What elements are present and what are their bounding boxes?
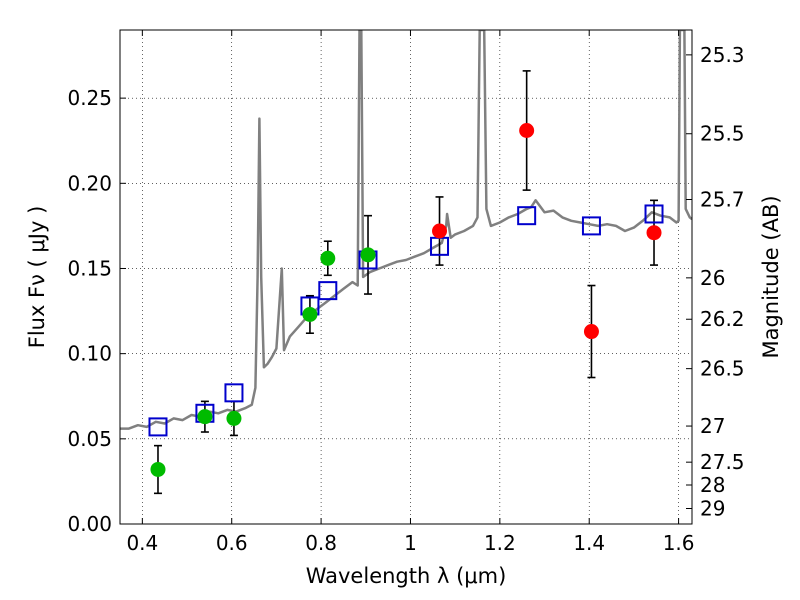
observed-optical-point (320, 250, 336, 266)
data-markers (148, 123, 664, 477)
y-axis-label: Flux Fν ( μJy ) (25, 206, 49, 349)
observed-optical-point (302, 306, 318, 322)
y2-axis-label: Magnitude (AB) (759, 195, 783, 358)
model-square-point (224, 383, 244, 403)
x-tick-label: 1.6 (663, 531, 695, 555)
x-tick-label: 1.2 (484, 531, 516, 555)
plot-frame (119, 29, 693, 525)
observed-optical-point (226, 410, 242, 426)
axis-labels: 0.4 0.6 0.8 1 1.2 1.4 1.6 0.00 0.05 0.10 0.15 0.20 0… (25, 43, 783, 588)
x-tick-label: 1 (404, 531, 417, 555)
x-axis-label: Wavelength λ (μm) (306, 564, 507, 588)
spectrum-line (120, 30, 692, 430)
mag-tick-label: 28 (700, 473, 725, 497)
model-spectrum (120, 30, 692, 430)
mag-tick-label: 25.7 (700, 187, 745, 211)
x-tick-label: 1.4 (573, 531, 605, 555)
observed-optical-point (360, 247, 376, 263)
mag-tick-label: 25.5 (700, 122, 745, 146)
y-tick-label: 0.10 (67, 342, 112, 366)
mag-tick-label: 26 (700, 266, 725, 290)
y-tick-label: 0.00 (67, 512, 112, 536)
model-square-point (318, 281, 338, 301)
observed-optical-point (197, 409, 213, 425)
y-tick-label: 0.05 (67, 427, 112, 451)
observed-nir-point (583, 324, 599, 340)
mag-tick-label: 26.2 (700, 307, 745, 331)
mag-tick-label: 25.3 (700, 43, 745, 67)
y-tick-label: 0.25 (67, 86, 112, 110)
y-tick-label: 0.20 (67, 171, 112, 195)
model-square-point (148, 417, 168, 437)
error-bars (153, 70, 659, 495)
observed-nir-point (432, 223, 448, 239)
axis-ticks (120, 30, 692, 525)
grid (120, 30, 692, 525)
observed-nir-point (519, 123, 535, 139)
mag-tick-label: 27 (700, 414, 725, 438)
x-tick-label: 0.6 (216, 531, 248, 555)
mag-tick-label: 26.5 (700, 357, 745, 381)
mag-tick-label: 27.5 (700, 450, 745, 474)
x-tick-label: 0.4 (126, 531, 158, 555)
x-tick-label: 0.8 (305, 531, 337, 555)
model-square-point (581, 216, 601, 236)
observed-optical-point (150, 461, 166, 477)
mag-tick-label: 29 (700, 496, 725, 520)
observed-nir-point (646, 225, 662, 241)
model-square-point (517, 206, 537, 226)
model-square-point (644, 204, 664, 224)
y-tick-label: 0.15 (67, 256, 112, 280)
